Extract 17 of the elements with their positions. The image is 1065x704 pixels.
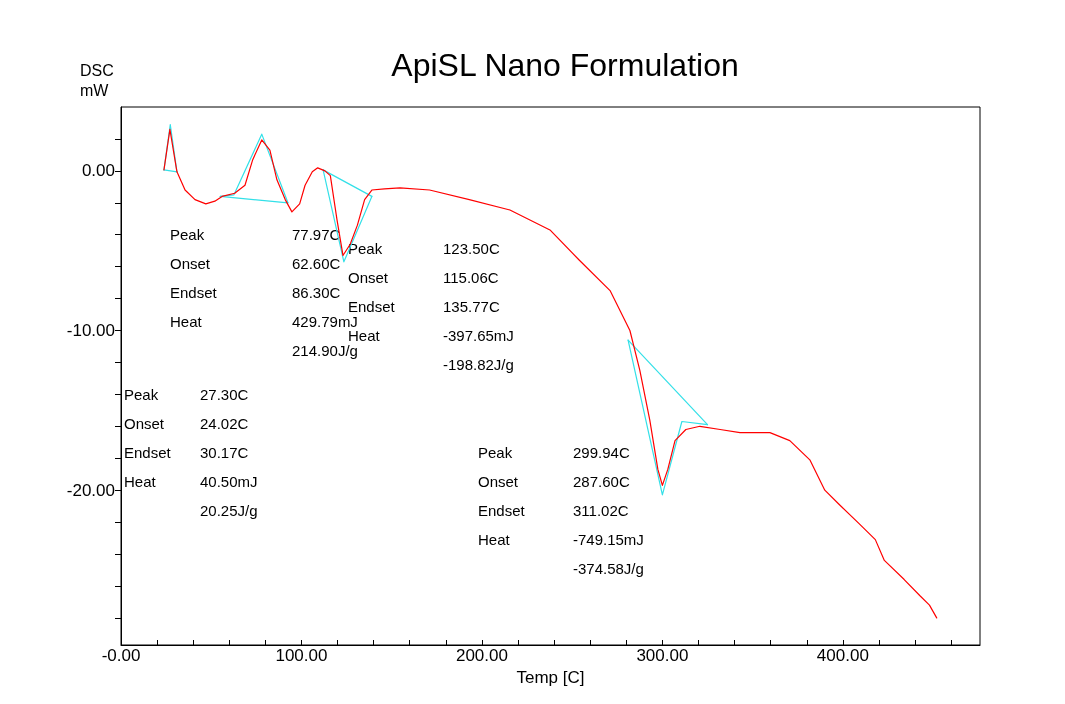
x-tick-label: 100.00 [275, 646, 328, 665]
x-tick-label: 300.00 [636, 646, 689, 665]
chart-title: ApiSL Nano Formulation [391, 47, 739, 83]
x-tick-label: 200.00 [455, 646, 508, 665]
y-tick-label: 0.00 [81, 161, 115, 181]
annotation: 123.50C 115.06C 135.77C -397.65mJ -198.82J/g [443, 240, 514, 373]
y-tick-label: -20.00 [66, 480, 115, 500]
annotation: Peak Onset Endset Heat [478, 444, 526, 548]
y-axis-title: DSC mW [80, 61, 114, 99]
y-tick-label: -10.00 [66, 321, 115, 340]
annotation: 299.94C 287.60C 311.02C -749.15mJ -374.58J/g [573, 444, 644, 577]
annotation: Peak Onset Endset Heat [124, 386, 172, 490]
annotation: Peak Onset Endset Heat [170, 226, 218, 330]
x-axis-title: Temp [C] [516, 667, 585, 687]
x-tick-label: -0.00 [101, 646, 141, 665]
annotation: 27.30C 24.02C 30.17C 40.50mJ 20.25J/g [200, 386, 258, 519]
x-tick-label: 400.00 [816, 646, 869, 665]
